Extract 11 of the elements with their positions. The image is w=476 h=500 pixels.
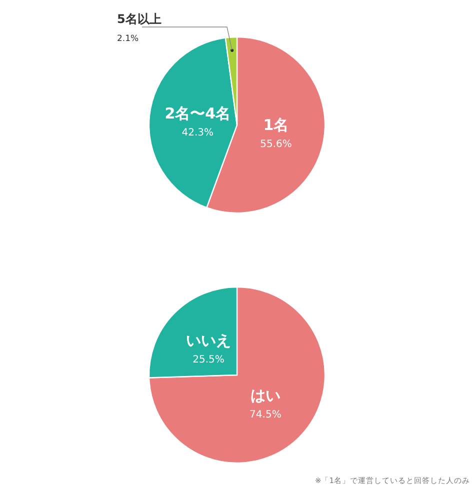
data-label: 55.6%	[260, 138, 292, 150]
data-label: 2.1%	[117, 34, 139, 44]
data-label: 74.5%	[250, 410, 282, 421]
slice-label: はい	[250, 386, 280, 405]
data-label: 42.3%	[182, 128, 214, 139]
pie-slice	[148, 286, 326, 464]
data-label: 25.5%	[192, 354, 224, 366]
slice-label: 5名以上	[117, 12, 162, 26]
slice-label: 1名	[263, 116, 289, 134]
slice-label: 2名〜4名	[164, 104, 231, 123]
slice-label: いいえ	[186, 331, 232, 350]
